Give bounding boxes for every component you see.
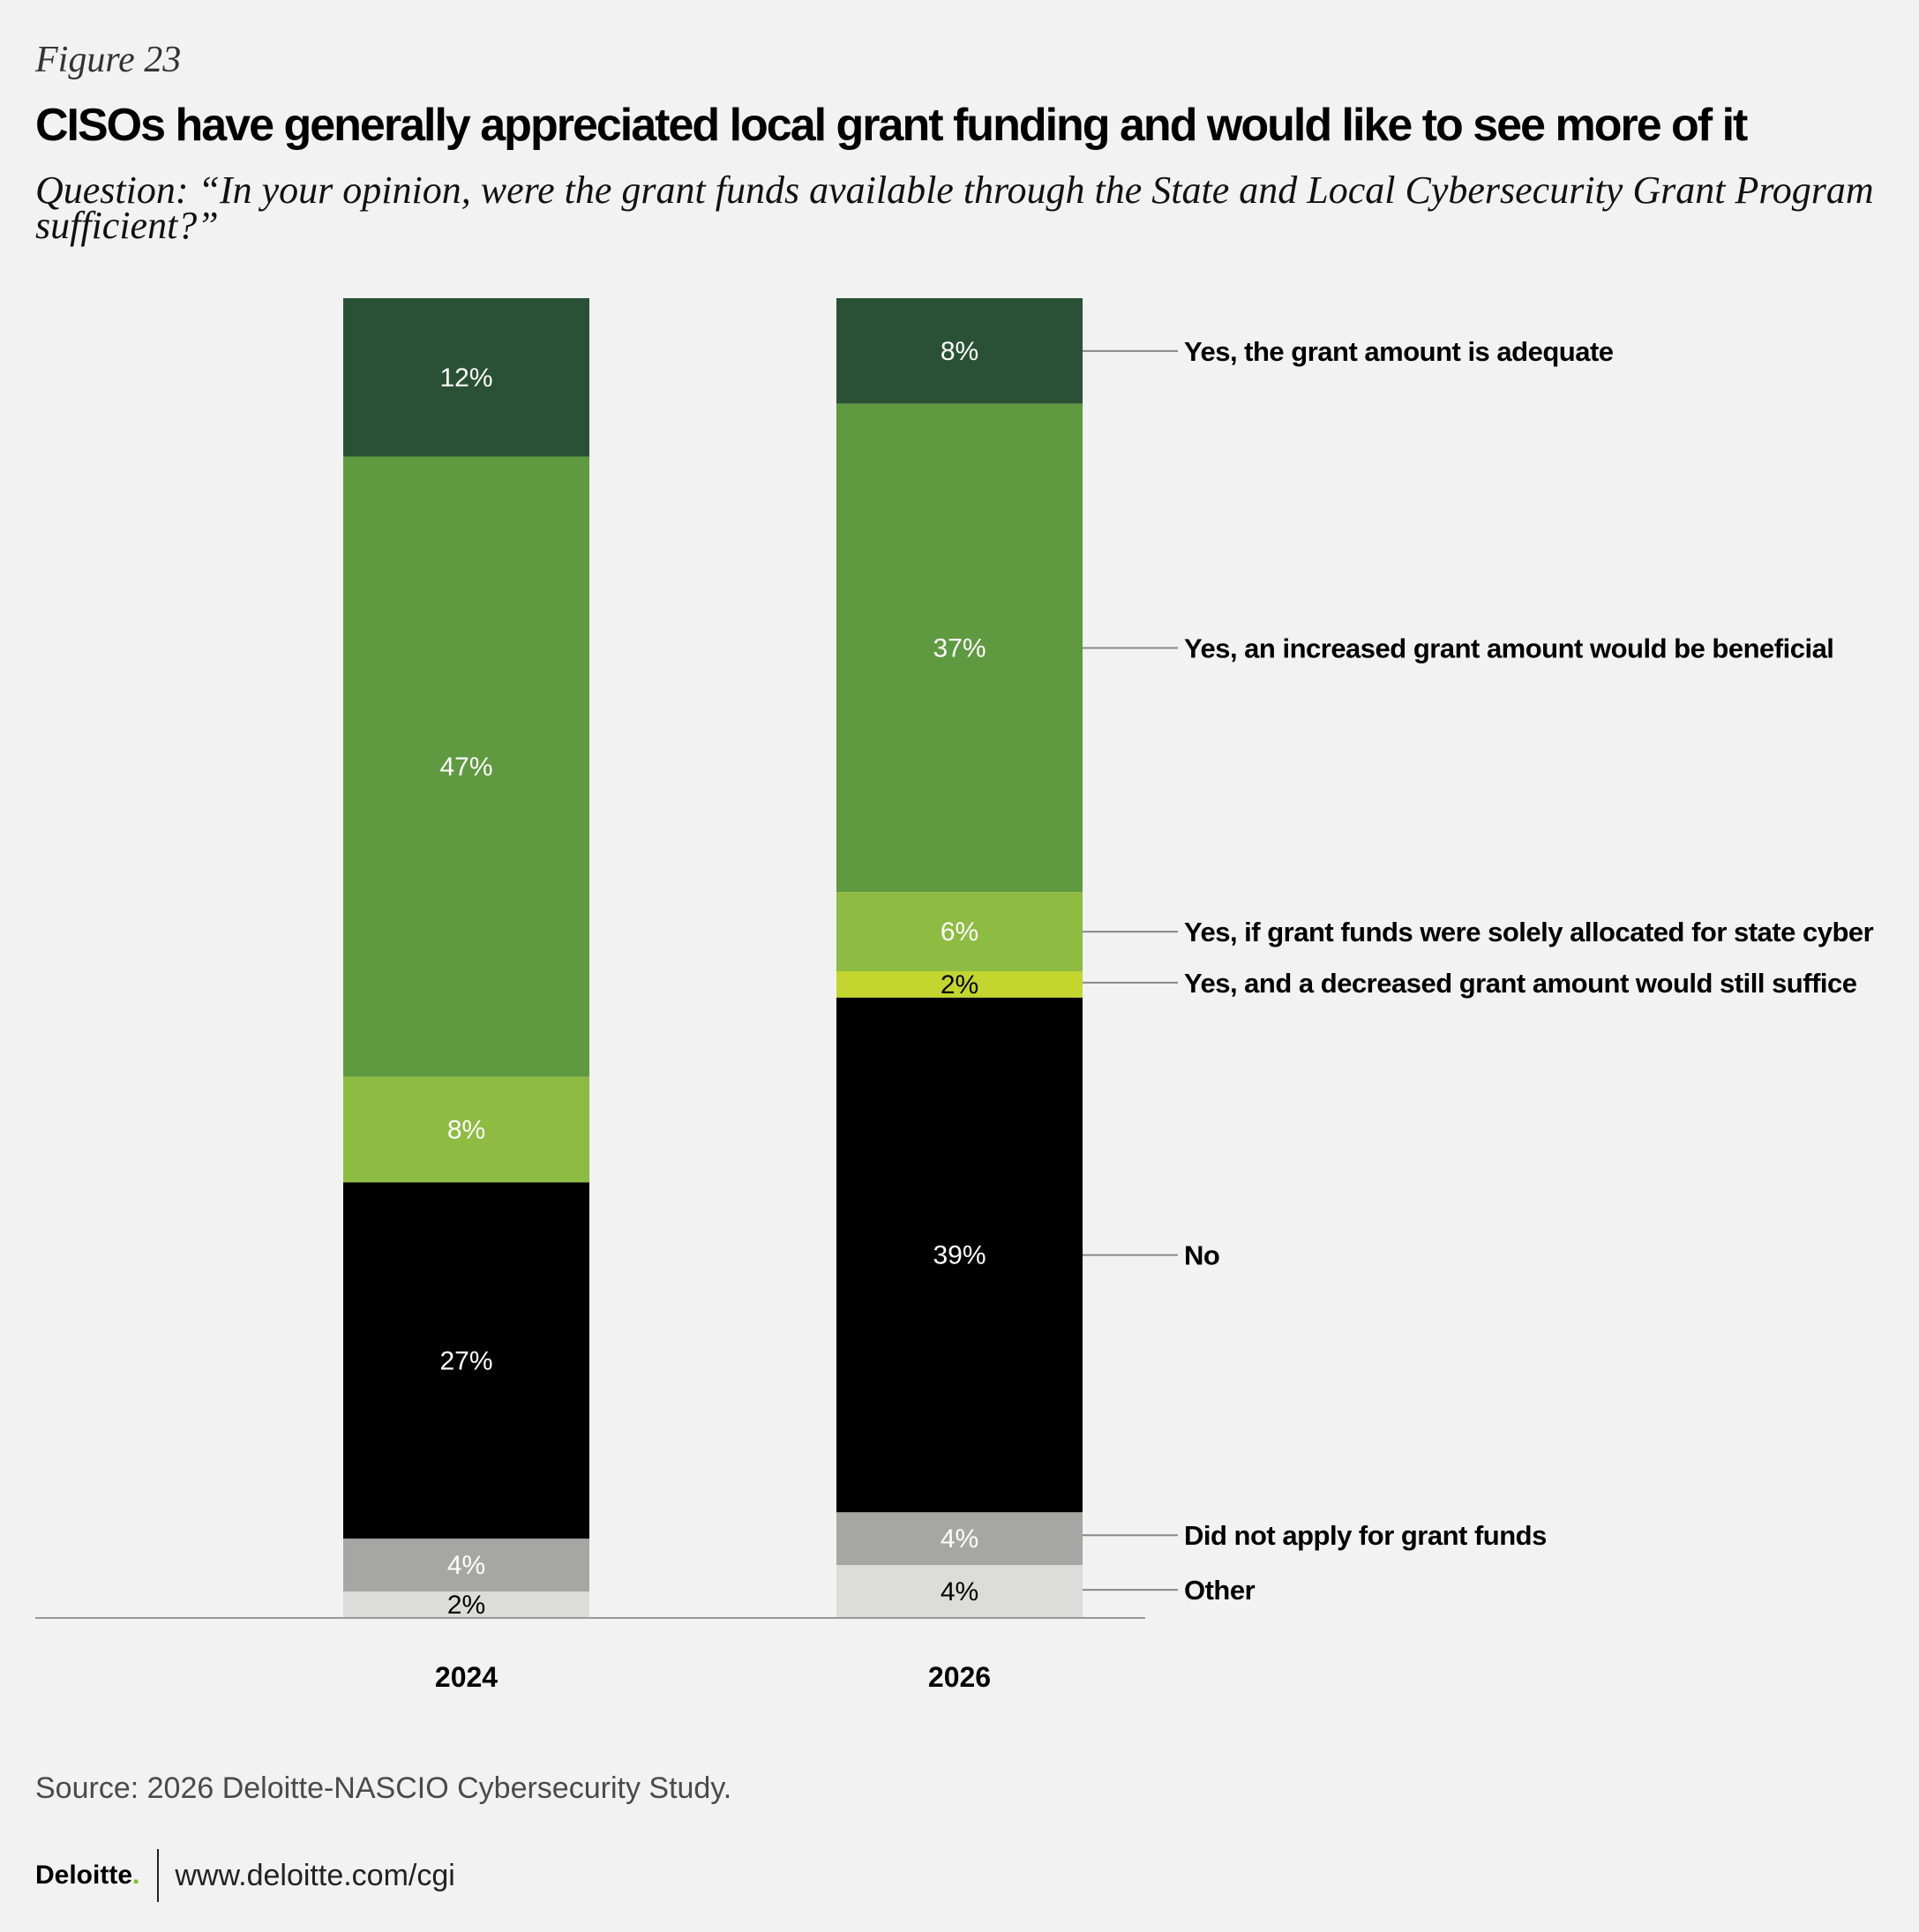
bar-segment [836,892,1083,971]
bar-segment [836,1512,1083,1566]
legend-label: Did not apply for grant funds [1184,1520,1547,1551]
deloitte-logo: Deloitte. [35,1861,140,1890]
data-label: 4% [447,1551,485,1580]
bar-segment [836,970,1083,998]
stacked-bar-chart: 12% 47% 8% 27% 4% 2% 2024 8% 37% 6% 2% 39% 4% 4% 2026 Y… [35,298,1874,1693]
bar-segment [343,1539,589,1592]
data-label: 12% [439,363,492,393]
figure-label: Figure 23 [35,40,182,80]
footer: Deloitte. www.deloitte.com/cgi [35,1849,455,1902]
data-label: 37% [933,633,986,663]
bar-segment [343,1182,589,1539]
data-label: 2% [447,1591,485,1620]
data-label: 8% [447,1115,485,1144]
legend-label: Other [1184,1575,1256,1606]
chart-question: Question: “In your opinion, were the gra… [35,168,1874,247]
footer-divider [157,1849,160,1902]
legend-label: Yes, the grant amount is adequate [1184,336,1614,367]
bar-segment [343,1591,589,1618]
bar-segment [836,298,1083,404]
bar-segment [343,456,589,1077]
data-label: 2% [941,970,978,1000]
legend-label: Yes, if grant funds were solely allocate… [1184,917,1874,947]
data-label: 27% [439,1346,492,1375]
legend-label: Yes, an increased grant amount would be … [1184,633,1833,663]
legend-label: No [1184,1240,1219,1271]
data-label: 47% [439,753,492,782]
source-note: Source: 2026 Deloitte-NASCIO Cybersecuri… [35,1771,732,1805]
footer-url[interactable]: www.deloitte.com/cgi [175,1858,455,1892]
bar-segment [836,997,1083,1513]
data-label: 4% [941,1577,978,1606]
bar-segment [836,403,1083,893]
data-label: 8% [941,337,978,366]
data-label: 39% [933,1241,986,1270]
bar-segment [343,1076,589,1183]
x-tick-label: 2026 [928,1661,991,1693]
legend-label: Yes, and a decreased grant amount would … [1184,968,1857,999]
bar-segment [343,298,589,457]
data-label: 4% [941,1524,978,1554]
x-tick-label: 2024 [435,1661,498,1693]
chart-title: CISOs have generally appreciated local g… [35,100,1748,151]
bar-segment [836,1565,1083,1618]
data-label: 6% [941,917,978,947]
